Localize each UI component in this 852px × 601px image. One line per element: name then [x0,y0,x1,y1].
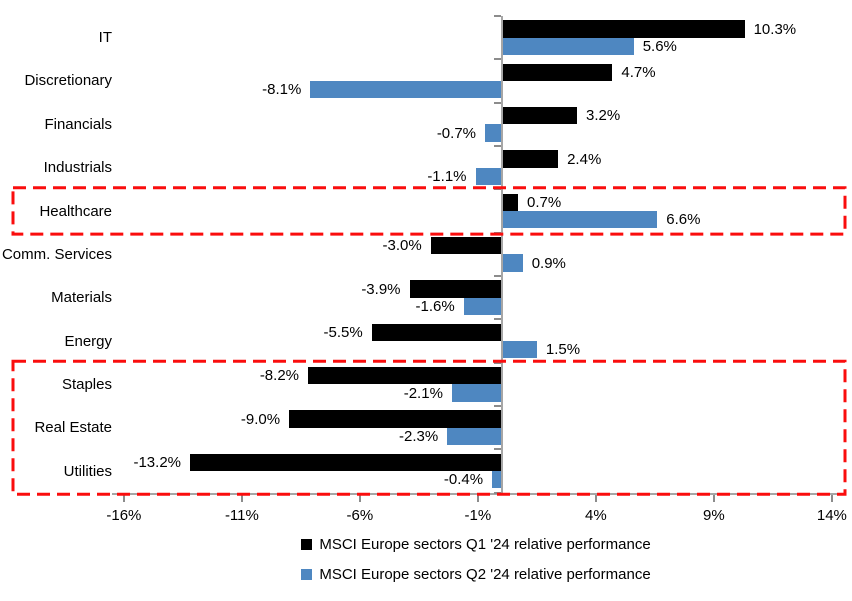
q1-bar [501,20,745,38]
legend-swatch-icon [301,568,313,580]
q1-bar [190,453,502,472]
bar-value-label: -8.2% [259,367,299,385]
category-label: Comm. Services [1,245,112,263]
bar-value-label: -0.4% [443,471,484,489]
bar-value-label: 0.7% [527,193,562,211]
q2-bar [501,211,658,229]
category-label: Materials [51,289,112,307]
x-axis-line [112,492,838,495]
bar-value-label: -3.9% [361,280,401,298]
q1-bar [501,193,518,211]
category-tick [493,58,501,61]
q1-bar [308,367,502,385]
category-label: IT [98,29,112,47]
bar-value-label: -0.7% [436,124,476,142]
bar-value-label: 0.9% [531,254,566,272]
category-tick [493,275,501,277]
x-axis-tick-label: -6% [346,507,374,524]
bar-value-label: 10.3% [753,20,797,38]
bar-value-label: -2.1% [403,384,443,402]
category-tick [493,231,501,234]
legend-label: MSCI Europe sectors Q1 '24 relative perf… [319,535,651,553]
q2-bar [485,124,502,142]
category-tick [493,15,501,17]
category-label: Discretionary [24,72,112,90]
q1-bar [501,63,613,81]
q1-bar [289,410,502,428]
q1-bar [409,280,502,298]
x-axis-tick [830,494,833,502]
category-tick [493,448,501,451]
bar-value-label: -13.2% [133,453,181,471]
q2-bar [501,254,523,272]
category-label: Real Estate [34,419,112,437]
q2-bar [451,384,502,402]
category-label: Financials [44,115,112,133]
category-label: Staples [61,375,112,393]
x-axis-tick [240,494,243,502]
x-axis-tick [712,494,715,502]
category-tick [493,491,501,494]
legend: MSCI Europe sectors Q1 '24 relative perf… [120,533,832,593]
q2-bar [310,81,502,99]
category-tick [493,145,501,147]
bar-value-label: -1.1% [427,167,467,185]
bar-value-label: 4.7% [621,63,656,81]
bar-value-label: -1.6% [415,297,455,315]
q1-bar [501,150,559,168]
x-axis-tick [122,494,125,502]
bar-value-label: -3.0% [382,237,422,255]
bar-value-label: -5.5% [323,323,363,341]
bar-value-label: 1.5% [545,341,581,359]
legend-label: MSCI Europe sectors Q2 '24 relative perf… [319,565,651,583]
y-axis-line [500,16,503,495]
category-tick [493,318,501,321]
highlight-box [11,186,847,236]
bar-value-label: -9.0% [240,410,281,428]
x-axis-tick [358,494,361,502]
legend-swatch-icon [301,538,313,550]
category-label: Utilities [63,462,112,480]
x-axis-tick [594,494,597,502]
legend-item: MSCI Europe sectors Q1 '24 relative perf… [301,533,651,555]
x-axis-tick-label: -16% [106,507,142,524]
q1-bar [501,107,577,125]
q2-bar [501,37,634,55]
category-tick [493,361,501,364]
bar-value-label: 3.2% [586,107,621,125]
bar-value-label: -2.3% [399,427,439,445]
category-label: Industrials [43,159,112,177]
legend-item: MSCI Europe sectors Q2 '24 relative perf… [301,563,651,585]
category-tick [493,405,501,407]
bar-value-label: -8.1% [262,81,302,99]
category-label: Energy [64,332,112,350]
q2-bar [501,341,537,359]
x-axis-tick-label: 14% [816,507,847,524]
category-label: Healthcare [39,202,112,220]
category-tick [493,101,501,104]
category-tick [493,188,501,191]
q2-bar [463,297,502,315]
x-axis-tick-label: -1% [464,507,492,524]
q2-bar [447,427,502,445]
bar-value-label: 2.4% [567,150,602,168]
q1-bar [371,323,502,342]
x-axis-tick-label: -11% [224,507,259,524]
x-axis-tick-label: 9% [703,507,725,524]
x-axis-tick-label: 4% [585,507,607,524]
q2-bar [475,167,502,185]
x-axis-tick [476,494,479,502]
bar-value-label: 5.6% [642,37,677,55]
bar-value-label: 6.6% [666,211,701,229]
q1-bar [430,237,502,255]
